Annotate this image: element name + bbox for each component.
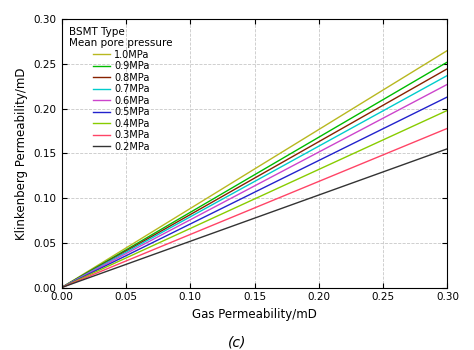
Text: (c): (c) — [228, 336, 246, 350]
0.6MPa — [289, 164, 294, 169]
0.9MPa — [409, 81, 414, 85]
0.2MPa — [384, 168, 390, 173]
0.6MPa — [295, 161, 301, 165]
0.2MPa — [289, 203, 294, 207]
1.0MPa — [409, 71, 414, 75]
0.6MPa — [409, 101, 414, 105]
0.3MPa — [445, 126, 450, 131]
0.5MPa — [384, 125, 390, 129]
0.6MPa — [60, 285, 66, 289]
0.7MPa — [59, 286, 64, 290]
0.7MPa — [60, 285, 66, 289]
0.4MPa — [409, 125, 414, 129]
0.9MPa — [287, 152, 293, 156]
Line: 0.8MPa: 0.8MPa — [62, 69, 447, 288]
0.7MPa — [289, 159, 294, 163]
0.4MPa — [289, 180, 294, 184]
0.5MPa — [295, 169, 301, 173]
0.3MPa — [59, 286, 64, 290]
0.5MPa — [409, 113, 414, 117]
0.4MPa — [287, 181, 293, 185]
1.0MPa — [445, 48, 450, 52]
1.0MPa — [295, 140, 301, 145]
Line: 0.5MPa: 0.5MPa — [62, 97, 447, 288]
0.7MPa — [384, 107, 390, 111]
0.4MPa — [445, 108, 450, 112]
0.3MPa — [287, 191, 293, 195]
0.9MPa — [289, 151, 294, 155]
Line: 0.3MPa: 0.3MPa — [62, 128, 447, 288]
Line: 0.2MPa: 0.2MPa — [62, 149, 447, 288]
0.5MPa — [59, 286, 64, 290]
0.9MPa — [384, 95, 390, 99]
1.0MPa — [60, 285, 66, 289]
0.5MPa — [60, 285, 66, 289]
0.4MPa — [295, 177, 301, 181]
0.6MPa — [384, 114, 390, 118]
0.7MPa — [409, 93, 414, 97]
0.3MPa — [384, 151, 390, 155]
0.6MPa — [287, 165, 293, 169]
0.7MPa — [445, 73, 450, 77]
0.3MPa — [409, 141, 414, 145]
0.2MPa — [445, 147, 450, 151]
1.0MPa — [384, 86, 390, 90]
0.9MPa — [295, 147, 301, 152]
0.2MPa — [59, 286, 64, 290]
Line: 1.0MPa: 1.0MPa — [62, 50, 447, 288]
0.2MPa — [295, 201, 301, 205]
0.8MPa — [445, 66, 450, 71]
Line: 0.9MPa: 0.9MPa — [62, 62, 447, 288]
0.2MPa — [60, 285, 66, 289]
0.2MPa — [287, 203, 293, 208]
0.9MPa — [59, 286, 64, 290]
0.4MPa — [60, 285, 66, 289]
0.3MPa — [295, 188, 301, 192]
0.5MPa — [289, 172, 294, 176]
1.0MPa — [289, 144, 294, 148]
0.6MPa — [59, 286, 64, 290]
X-axis label: Gas Permeability/mD: Gas Permeability/mD — [192, 308, 317, 321]
0.8MPa — [287, 156, 293, 160]
0.7MPa — [295, 156, 301, 160]
1.0MPa — [287, 145, 293, 149]
0.9MPa — [445, 60, 450, 64]
0.4MPa — [384, 136, 390, 140]
0.8MPa — [59, 286, 64, 290]
0.8MPa — [384, 101, 390, 105]
0.7MPa — [287, 160, 293, 164]
1.0MPa — [59, 286, 64, 290]
0.5MPa — [445, 95, 450, 99]
0.3MPa — [289, 191, 294, 195]
0.8MPa — [289, 155, 294, 159]
0.6MPa — [445, 82, 450, 86]
0.8MPa — [295, 152, 301, 156]
Legend: 1.0MPa, 0.9MPa, 0.8MPa, 0.7MPa, 0.6MPa, 0.5MPa, 0.4MPa, 0.3MPa, 0.2MPa: 1.0MPa, 0.9MPa, 0.8MPa, 0.7MPa, 0.6MPa, … — [65, 23, 177, 155]
0.4MPa — [59, 286, 64, 290]
0.8MPa — [60, 285, 66, 289]
0.2MPa — [409, 160, 414, 164]
0.3MPa — [60, 285, 66, 289]
Line: 0.7MPa: 0.7MPa — [62, 75, 447, 288]
0.9MPa — [60, 285, 66, 289]
Line: 0.4MPa: 0.4MPa — [62, 110, 447, 288]
Line: 0.6MPa: 0.6MPa — [62, 84, 447, 288]
0.5MPa — [287, 173, 293, 177]
Y-axis label: Klinkenberg Permeability/mD: Klinkenberg Permeability/mD — [15, 67, 28, 239]
0.8MPa — [409, 87, 414, 91]
